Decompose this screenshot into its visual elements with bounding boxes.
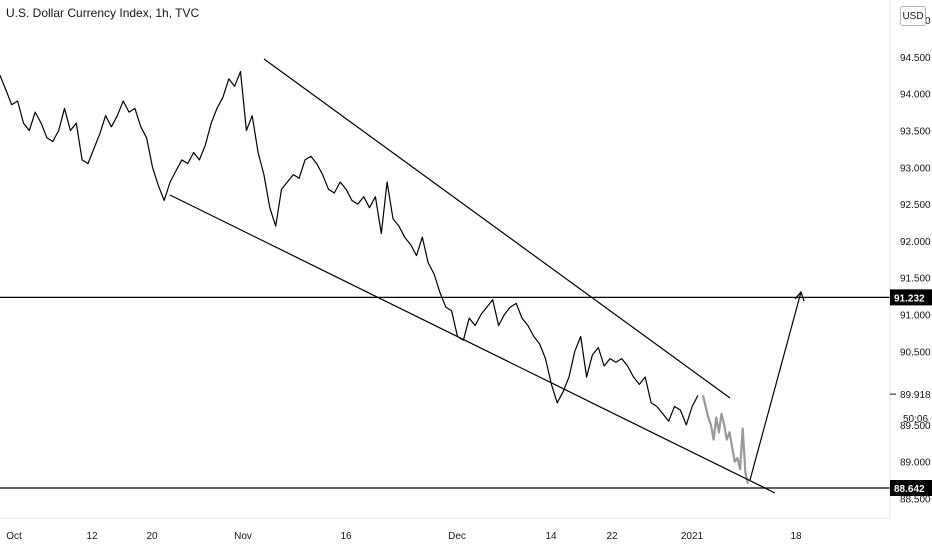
level-label-box (890, 289, 932, 306)
breakout-arrow-head (794, 290, 805, 302)
y-tick-label: 92.000 (900, 237, 931, 248)
y-tick-label: 89.500 (900, 421, 931, 432)
level-label-box (890, 480, 932, 496)
y-tick-label: 93.500 (900, 126, 931, 137)
y-tick-label: 89.000 (900, 458, 931, 469)
price-series-line (0, 70, 699, 426)
x-tick-label: 22 (606, 531, 618, 542)
countdown-label: 50:06 (903, 414, 928, 425)
x-tick-label: 12 (86, 531, 98, 542)
x-tick-label: 16 (340, 531, 352, 542)
x-tick-label: Oct (6, 531, 22, 542)
projected-series-line (701, 395, 750, 484)
x-tick-label: Dec (448, 531, 466, 542)
y-tick-label: 92.500 (900, 200, 931, 211)
x-tick-label: 20 (146, 531, 158, 542)
level-label: 91.232 (894, 293, 925, 304)
x-tick-label: 14 (545, 531, 557, 542)
chart-title: U.S. Dollar Currency Index, 1h, TVC (6, 6, 200, 20)
level-label: 88.642 (894, 484, 925, 495)
y-tick-label: 91.500 (900, 274, 931, 285)
lower-trendline (169, 194, 776, 494)
x-tick-label: 2021 (681, 531, 704, 542)
currency-button[interactable]: USD (900, 6, 926, 26)
x-tick-label: Nov (234, 531, 252, 542)
y-tick-label: 93.000 (900, 163, 931, 174)
y-tick-label: 90.500 (900, 347, 931, 358)
y-tick-label: 94.500 (900, 53, 931, 64)
y-tick-label: 94.000 (900, 90, 931, 101)
y-tick-label: 88.500 (900, 494, 931, 505)
current-price-label: 89.918 (900, 390, 931, 401)
x-tick-label: 18 (790, 531, 802, 542)
breakout-arrow-line (749, 291, 802, 481)
y-tick-label: 91.000 (900, 310, 931, 321)
upper-trendline (263, 58, 731, 399)
